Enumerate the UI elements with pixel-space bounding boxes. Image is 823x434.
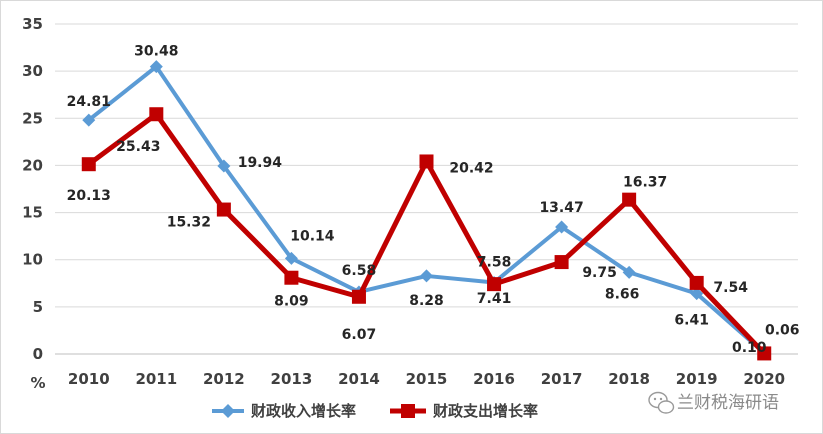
data-label-expenditure-2015: 20.42 <box>449 160 493 176</box>
y-tick-label-0: 0 <box>33 345 43 363</box>
legend-marker-revenue <box>221 404 235 418</box>
point-expenditure-2010 <box>81 157 96 172</box>
point-expenditure-2013 <box>284 270 299 285</box>
y-axis-tick-labels: 0 5 10 15 20 25 30 35 <box>22 15 43 363</box>
data-label-revenue-2019: 6.41 <box>674 313 709 329</box>
data-label-expenditure-2019: 7.54 <box>713 280 748 296</box>
x-tick-label-2010: 2010 <box>68 370 110 388</box>
series-group <box>81 60 772 361</box>
data-label-revenue-2020: 0.10 <box>732 340 767 356</box>
x-tick-label-2013: 2013 <box>271 370 313 388</box>
data-label-expenditure-2014: 6.07 <box>342 327 377 343</box>
y-tick-label-10: 10 <box>22 251 43 269</box>
legend-label-expenditure: 财政支出增长率 <box>433 402 538 420</box>
y-tick-label-20: 20 <box>22 156 43 174</box>
point-expenditure-2012 <box>216 202 231 217</box>
legend-marker-expenditure <box>401 404 415 418</box>
legend-label-revenue: 财政收入增长率 <box>251 402 356 420</box>
point-expenditure-2019 <box>689 275 704 290</box>
data-label-expenditure-2020: 0.06 <box>765 322 800 338</box>
point-expenditure-2020 <box>757 346 772 361</box>
point-revenue-2013 <box>284 251 298 265</box>
point-revenue-2012 <box>217 159 231 173</box>
point-revenue-2017 <box>555 220 569 234</box>
data-label-expenditure-2011: 25.43 <box>116 139 160 155</box>
x-tick-label-2016: 2016 <box>473 370 515 388</box>
data-label-revenue-2014: 6.58 <box>342 263 377 279</box>
x-tick-label-2019: 2019 <box>676 370 718 388</box>
point-expenditure-2015 <box>419 154 434 169</box>
point-revenue-2010 <box>82 113 96 127</box>
data-label-revenue-2015: 8.28 <box>409 293 444 309</box>
y-tick-label-30: 30 <box>22 62 43 80</box>
legend-item-revenue: 财政收入增长率 <box>212 402 356 420</box>
point-revenue-2011 <box>149 60 163 74</box>
y-axis-unit-label: % <box>30 374 45 392</box>
x-axis-tick-labels: 2010 2011 2012 2013 2014 2015 2016 2017 2018 2019… <box>68 370 785 388</box>
y-tick-label-35: 35 <box>22 15 43 33</box>
data-labels: 24.81 30.48 19.94 10.14 6.58 8.28 7.58 13.47 8.6… <box>67 44 800 356</box>
data-label-expenditure-2017: 9.75 <box>582 265 617 281</box>
data-label-expenditure-2013: 8.09 <box>274 294 309 310</box>
x-tick-label-2020: 2020 <box>743 370 785 388</box>
x-tick-label-2017: 2017 <box>541 370 583 388</box>
data-label-revenue-2016: 7.58 <box>477 255 512 271</box>
y-tick-label-25: 25 <box>22 109 43 127</box>
data-label-expenditure-2012: 15.32 <box>167 215 211 231</box>
legend-item-expenditure: 财政支出增长率 <box>390 402 538 420</box>
data-label-revenue-2017: 13.47 <box>539 200 583 216</box>
point-expenditure-2018 <box>622 192 637 207</box>
watermark-text: 兰财税海研语 <box>677 393 779 413</box>
x-tick-label-2011: 2011 <box>135 370 177 388</box>
data-label-revenue-2011: 30.48 <box>134 44 178 60</box>
watermark: 兰财税海研语 <box>648 391 779 414</box>
point-expenditure-2016 <box>487 277 502 292</box>
data-label-expenditure-2018: 16.37 <box>623 175 667 191</box>
point-expenditure-2017 <box>554 255 569 270</box>
legend: 财政收入增长率 财政支出增长率 <box>212 402 538 420</box>
x-tick-label-2015: 2015 <box>406 370 448 388</box>
data-label-revenue-2018: 8.66 <box>605 286 640 302</box>
point-revenue-2018 <box>622 265 636 279</box>
x-tick-label-2012: 2012 <box>203 370 245 388</box>
data-label-revenue-2010: 24.81 <box>67 94 111 110</box>
point-expenditure-2014 <box>351 289 366 304</box>
data-label-revenue-2013: 10.14 <box>290 228 335 244</box>
x-tick-label-2014: 2014 <box>338 370 380 388</box>
wechat-icon <box>648 391 675 414</box>
point-expenditure-2011 <box>149 107 164 122</box>
y-tick-label-15: 15 <box>22 204 43 222</box>
point-revenue-2019 <box>690 287 704 301</box>
data-label-expenditure-2016: 7.41 <box>477 291 512 307</box>
point-revenue-2015 <box>420 269 433 283</box>
y-tick-label-5: 5 <box>33 298 43 316</box>
data-label-revenue-2012: 19.94 <box>238 155 283 171</box>
x-tick-label-2018: 2018 <box>608 370 650 388</box>
data-label-expenditure-2010: 20.13 <box>67 188 111 204</box>
